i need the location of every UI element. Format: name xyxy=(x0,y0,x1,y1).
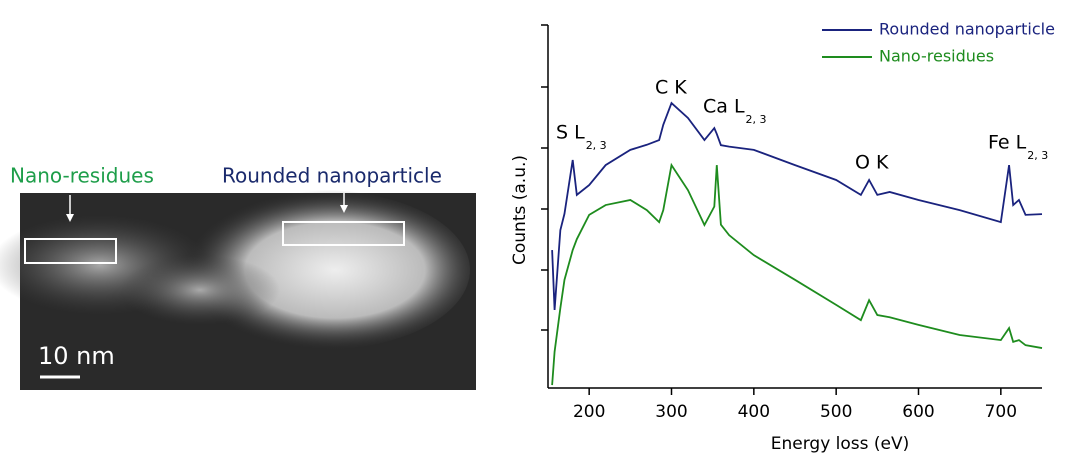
peak-label-subscript: 2, 3 xyxy=(746,113,767,126)
x-tick-label: 300 xyxy=(655,402,687,422)
y-axis-label: Counts (a.u.) xyxy=(510,155,530,265)
series-line xyxy=(551,101,1043,311)
legend-label: Nano-residues xyxy=(879,47,994,66)
x-tick-label: 400 xyxy=(738,402,770,422)
peak-label: Ca L xyxy=(703,96,745,118)
image-label: Rounded nanoparticle xyxy=(222,164,442,188)
legend-label: Rounded nanoparticle xyxy=(879,20,1055,39)
x-axis-label: Energy loss (eV) xyxy=(771,434,910,454)
scale-bar-label: 10 nm xyxy=(38,342,115,370)
peak-label-subscript: 2, 3 xyxy=(1027,149,1048,162)
y-axis-ticks xyxy=(541,24,548,331)
image-label: Nano-residues xyxy=(10,164,154,188)
x-tick-label: 200 xyxy=(573,402,605,422)
peak-label: S L xyxy=(556,122,585,144)
series-line xyxy=(551,162,1043,386)
peak-label: C K xyxy=(655,77,687,99)
x-tick-label: 600 xyxy=(902,402,934,422)
x-tick-label: 700 xyxy=(985,402,1017,422)
peak-label-subscript: 2, 3 xyxy=(586,139,607,152)
micrograph xyxy=(0,190,476,390)
x-tick-label: 500 xyxy=(820,402,852,422)
peak-label: Fe L xyxy=(988,132,1027,154)
peak-label: O K xyxy=(855,152,889,174)
